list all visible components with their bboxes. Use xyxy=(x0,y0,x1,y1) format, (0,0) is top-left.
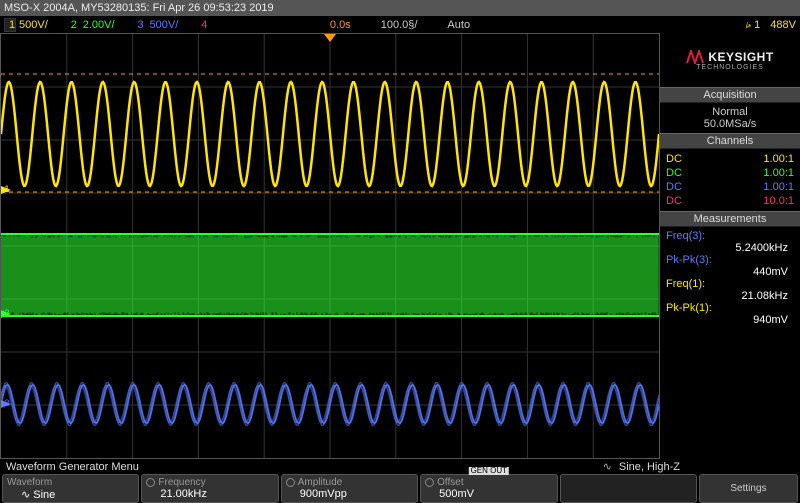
trigger-marker: T xyxy=(0,74,3,84)
softkey-waveform[interactable]: Waveform ∿ Sine xyxy=(2,474,139,503)
ch2-scale: 2.00V/ xyxy=(83,19,115,31)
softkey-blank xyxy=(560,474,697,503)
acq-rate: 50.0MSa/s xyxy=(666,118,794,130)
channels-header: Channels xyxy=(660,133,800,149)
measurement-value: 21.08kHz xyxy=(666,290,794,302)
knob-icon xyxy=(425,478,434,487)
sine-icon: ∿ xyxy=(603,461,612,473)
knob-icon xyxy=(286,478,295,487)
softkey-frequency[interactable]: Frequency 21.00kHz xyxy=(141,474,278,503)
channel-row: DC1.00:1 xyxy=(666,152,794,166)
time-scale: 100.0§/ xyxy=(381,19,418,31)
ch2-marker: 2 xyxy=(2,308,12,318)
trigger-mode: Auto xyxy=(447,19,470,31)
gen-out-label: GEN OUT xyxy=(469,467,509,475)
menu-status: Sine, High-Z xyxy=(619,461,680,473)
measurement-label: Pk-Pk(3): xyxy=(666,254,794,266)
waveform-plot[interactable]: 1 2 3 T xyxy=(0,33,660,459)
measurement-value: 940mV xyxy=(666,314,794,326)
time-offset: 0.0s xyxy=(330,19,351,31)
acq-mode: Normal xyxy=(666,106,794,118)
measurement-label: Freq(3): xyxy=(666,230,794,242)
softkey-settings[interactable]: Settings xyxy=(699,474,798,503)
ch3-marker: 3 xyxy=(2,398,12,408)
menu-title: Waveform Generator Menu xyxy=(6,461,139,473)
ch1-num[interactable]: 1 xyxy=(4,18,16,32)
brand-logo: KEYSIGHT TECHNOLOGIES xyxy=(660,33,800,87)
trigger-src: 1 xyxy=(754,19,760,31)
softkey-amplitude[interactable]: Amplitude 900mVpp xyxy=(281,474,418,503)
softkey-offset[interactable]: GEN OUT Offset 500mV xyxy=(420,474,557,503)
acquisition-header: Acquisition xyxy=(660,87,800,103)
knob-icon xyxy=(146,478,155,487)
measurement-label: Freq(1): xyxy=(666,278,794,290)
ch3-num[interactable]: 3 xyxy=(135,19,147,31)
channel-row: DC1.00:1 xyxy=(666,180,794,194)
ch1-marker: 1 xyxy=(2,184,12,194)
title-bar: MSO-X 2004A, MY53280135: Fri Apr 26 09:5… xyxy=(0,0,800,16)
ch1-scale: 500V/ xyxy=(19,19,48,31)
device-id: MSO-X 2004A, MY53280135: Fri Apr 26 09:5… xyxy=(4,2,274,14)
ch4-num[interactable]: 4 xyxy=(198,19,210,31)
channel-row: DC10.0:1 xyxy=(666,194,794,208)
measurement-label: Pk-Pk(1): xyxy=(666,302,794,314)
ch3-scale: 500V/ xyxy=(150,19,179,31)
trigger-level: 488V xyxy=(770,19,796,31)
channel-row: DC1.00:1 xyxy=(666,166,794,180)
measurements-header: Measurements xyxy=(660,211,800,227)
side-panel: KEYSIGHT TECHNOLOGIES Acquisition Normal… xyxy=(660,33,800,459)
measurement-value: 440mV xyxy=(666,266,794,278)
channel-bar: 1 500V/ 2 2.00V/ 3 500V/ 4 0.0s 100.0§/ … xyxy=(0,16,800,33)
measurement-value: 5.2400kHz xyxy=(666,242,794,254)
ch2-num[interactable]: 2 xyxy=(68,19,80,31)
